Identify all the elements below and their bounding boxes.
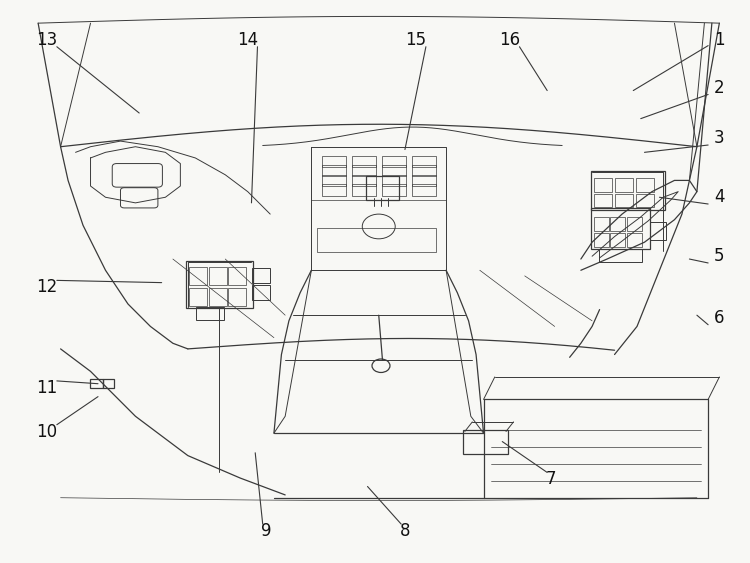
Text: 16: 16 <box>500 31 520 49</box>
Text: 2: 2 <box>714 79 724 97</box>
Text: 9: 9 <box>261 522 272 540</box>
Text: 11: 11 <box>37 379 58 397</box>
Text: 8: 8 <box>400 522 410 540</box>
Text: 1: 1 <box>714 31 724 49</box>
Text: 14: 14 <box>237 31 258 49</box>
Text: 6: 6 <box>714 309 724 327</box>
Text: 10: 10 <box>37 423 58 441</box>
Text: 5: 5 <box>714 247 724 265</box>
Text: 3: 3 <box>714 129 724 148</box>
Text: 7: 7 <box>546 470 556 488</box>
Text: 12: 12 <box>37 278 58 296</box>
Text: 4: 4 <box>714 188 724 206</box>
Text: 15: 15 <box>406 31 427 49</box>
Text: 13: 13 <box>37 31 58 49</box>
